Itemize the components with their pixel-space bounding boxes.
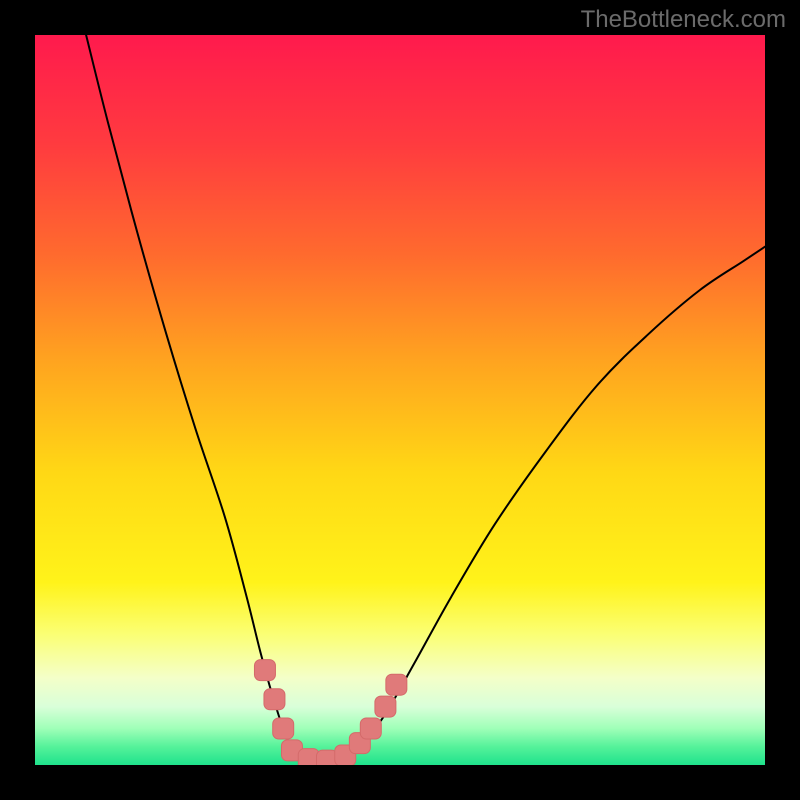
marker-point [264, 689, 285, 710]
marker-point [273, 718, 294, 739]
chart-svg [0, 0, 800, 800]
marker-point [254, 660, 275, 681]
chart-root: TheBottleneck.com [0, 0, 800, 800]
marker-point [375, 696, 396, 717]
marker-point [386, 674, 407, 695]
plot-area [35, 35, 765, 765]
marker-point [360, 718, 381, 739]
watermark-text: TheBottleneck.com [581, 6, 786, 34]
